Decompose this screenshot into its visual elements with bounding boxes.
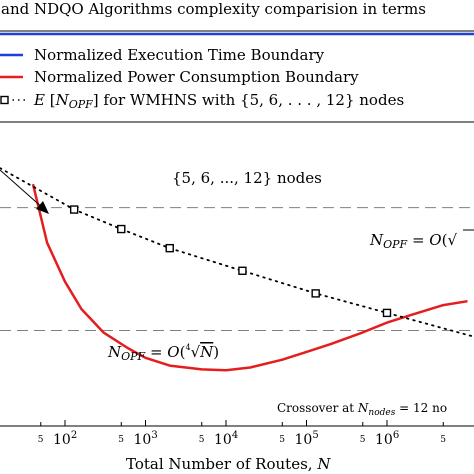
chart-title: and NDQO Algorithms complexity comparisi…	[1, 0, 426, 18]
x-ticks: 102 103 104 105 106 5 5 5 5 5 5	[38, 420, 446, 448]
legend: Normalized Execution Time Boundary Norma…	[0, 46, 404, 111]
legend-label-power: Normalized Power Consumption Boundary	[34, 68, 359, 86]
series	[0, 167, 474, 372]
x-minor-tick-label: 5	[440, 435, 446, 445]
legend-label-expected: E [NOPF] for WMHNS with {5, 6, . . . , 1…	[33, 91, 404, 111]
expected-nopf-marker	[69, 205, 79, 214]
x-minor-tick-label: 5	[360, 435, 366, 445]
reference-lines	[0, 207, 474, 331]
x-tick-label: 105	[295, 430, 319, 448]
x-tick-label: 106	[375, 430, 399, 448]
expected-nopf-marker	[238, 266, 247, 275]
x-minor-tick-label: 5	[38, 435, 44, 445]
expected-nopf-marker	[165, 243, 174, 253]
x-tick-label: 103	[134, 430, 158, 448]
legend-swatch-expected-marker	[0, 95, 9, 105]
lower-reference-label: NOPF = O(4√N)	[107, 343, 219, 363]
x-minor-tick-label: 5	[118, 435, 124, 445]
annotation-arrow	[0, 169, 45, 210]
expected-nopf-line	[0, 167, 474, 338]
arrow-label: {5, 6, ..., 12} nodes	[172, 169, 322, 187]
expected-nopf-marker	[117, 224, 126, 234]
crossover-label: Crossover at Nnodes = 12 no	[277, 401, 447, 418]
legend-label-execution-time: Normalized Execution Time Boundary	[34, 46, 325, 64]
upper-reference-label: NOPF = O(√	[369, 231, 457, 251]
x-minor-tick-label: 5	[199, 435, 205, 445]
x-minor-tick-label: 5	[279, 435, 285, 445]
expected-nopf-marker	[311, 289, 320, 298]
x-tick-label: 102	[53, 430, 77, 448]
expected-nopf-marker	[382, 308, 392, 318]
annotation-arrowhead	[36, 201, 49, 214]
power-consumption-line	[31, 183, 468, 372]
x-tick-label: 104	[214, 430, 238, 448]
x-axis-label: Total Number of Routes, N	[126, 455, 331, 473]
